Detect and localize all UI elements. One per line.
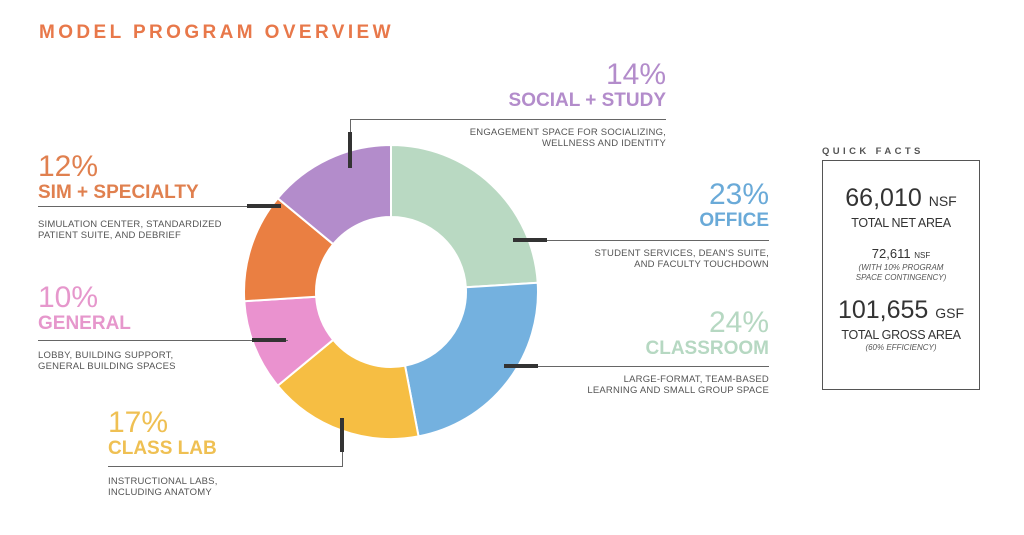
classroom-leader-line (504, 366, 769, 367)
office-pct: 23% (708, 178, 769, 211)
label-sim-specialty: 12% SIM + SPECIALTY (38, 152, 278, 204)
label-social-study: 14% SOCIAL + STUDY (440, 60, 666, 112)
sim-leader-line (38, 206, 278, 207)
page-title: MODEL PROGRAM OVERVIEW (39, 22, 394, 43)
sim-tick (247, 204, 281, 208)
sim-pct: 12% (38, 150, 99, 183)
classlab-leader-line (108, 466, 343, 467)
donut-slice-social-study (276, 143, 392, 246)
social-desc: ENGAGEMENT SPACE FOR SOCIALIZING, WELLNE… (469, 127, 666, 149)
gross-area-value: 101,655 GSF (837, 296, 965, 324)
classroom-desc: LARGE-FORMAT, TEAM-BASED LEARNING AND SM… (587, 374, 769, 396)
quick-facts-box: 66,010 NSF TOTAL NET AREA 72,611 NSF (WI… (822, 160, 980, 390)
general-name: GENERAL (38, 313, 131, 334)
donut-slice-office (403, 281, 539, 438)
general-leader-line (38, 340, 288, 341)
net-area-value: 66,010 NSF (845, 184, 957, 212)
donut-slice-classroom (390, 143, 539, 289)
classroom-name: CLASSROOM (645, 338, 770, 359)
classlab-tick (340, 418, 344, 452)
social-leader-vline (350, 119, 351, 139)
social-leader-line (350, 119, 666, 120)
general-pct: 10% (38, 281, 99, 314)
contingency-note: (WITH 10% PROGRAM SPACE CONTINGENCY) (855, 263, 947, 282)
office-name: OFFICE (699, 210, 769, 231)
classlab-pct: 17% (108, 406, 169, 439)
net-area-label: TOTAL NET AREA (851, 216, 951, 230)
classroom-tick (504, 364, 538, 368)
sim-name: SIM + SPECIALTY (38, 182, 199, 203)
label-class-lab: 17% CLASS LAB (108, 408, 348, 460)
general-desc: LOBBY, BUILDING SUPPORT, GENERAL BUILDIN… (38, 350, 176, 372)
sim-desc: SIMULATION CENTER, STANDARDIZED PATIENT … (38, 219, 222, 241)
social-pct: 14% (605, 58, 666, 91)
quick-facts-title: QUICK FACTS (822, 146, 924, 157)
classroom-pct: 24% (708, 306, 769, 339)
social-tick (348, 132, 352, 168)
label-classroom: 24% CLASSROOM (560, 306, 770, 360)
classlab-desc: INSTRUCTIONAL LABS, INCLUDING ANATOMY (108, 476, 218, 498)
classlab-leader-vline (342, 440, 343, 467)
social-name: SOCIAL + STUDY (508, 90, 666, 111)
office-tick (513, 238, 547, 242)
gross-area-label: TOTAL GROSS AREA (841, 328, 961, 342)
office-leader-line (513, 240, 769, 241)
label-office: 23% OFFICE (560, 180, 769, 232)
efficiency-note: (60% EFFICIENCY) (865, 343, 937, 352)
label-general: 10% GENERAL (38, 283, 278, 335)
classlab-name: CLASS LAB (108, 438, 217, 459)
office-desc: STUDENT SERVICES, DEAN'S SUITE, AND FACU… (594, 248, 769, 270)
contingency-value: 72,611 NSF (871, 246, 931, 261)
general-tick (252, 338, 286, 342)
